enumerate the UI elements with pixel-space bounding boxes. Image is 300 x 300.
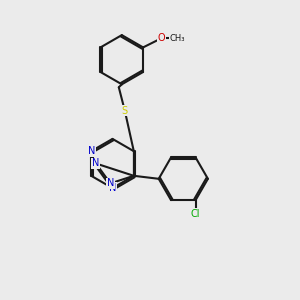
Text: N: N — [92, 158, 100, 169]
Text: S: S — [122, 106, 128, 116]
Text: CH₃: CH₃ — [170, 34, 185, 43]
Text: Cl: Cl — [191, 208, 200, 219]
Text: O: O — [157, 33, 165, 43]
Text: N: N — [88, 146, 95, 156]
Text: N: N — [107, 178, 114, 188]
Text: N: N — [109, 183, 116, 193]
